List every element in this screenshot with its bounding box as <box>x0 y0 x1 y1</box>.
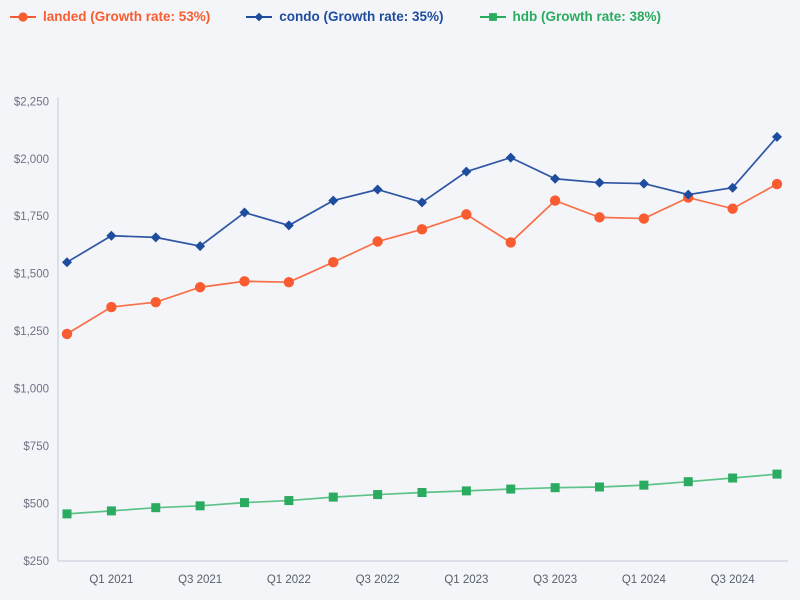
data-point-condo <box>254 12 264 21</box>
data-point-landed <box>549 195 561 206</box>
data-point-condo <box>150 232 161 243</box>
data-point-landed <box>416 224 428 235</box>
data-point-hdb <box>639 480 649 490</box>
y-axis-tick-label: $750 <box>23 441 49 453</box>
y-axis-tick-label: $2,250 <box>14 96 49 108</box>
x-axis-tick-label: Q1 2023 <box>444 574 488 586</box>
data-point-landed <box>328 256 339 268</box>
y-axis-tick-label: $1,250 <box>14 326 49 338</box>
data-point-landed <box>18 11 28 22</box>
data-point-hdb <box>550 483 560 493</box>
data-point-condo <box>239 207 250 218</box>
data-point-condo <box>195 241 206 252</box>
data-point-hdb <box>151 503 161 513</box>
y-axis-tick-label: $2,000 <box>14 154 49 166</box>
data-point-condo <box>550 173 561 184</box>
data-point-condo <box>461 166 472 177</box>
data-point-hdb <box>417 488 427 498</box>
data-point-landed <box>239 276 250 287</box>
x-axis-tick-label: Q3 2021 <box>178 574 222 586</box>
data-point-landed <box>461 209 472 220</box>
x-axis-tick-label: Q1 2024 <box>622 574 667 586</box>
data-point-condo <box>62 257 72 268</box>
data-point-landed <box>283 276 295 288</box>
data-point-hdb <box>62 509 72 519</box>
x-axis-tick-label: Q1 2021 <box>89 574 133 586</box>
data-point-condo <box>372 184 383 195</box>
data-point-hdb <box>240 498 249 508</box>
data-point-hdb <box>683 477 693 487</box>
data-point-condo <box>417 197 427 208</box>
data-point-condo <box>328 195 339 206</box>
data-point-condo <box>106 230 117 241</box>
landed-line-circle-marker-icon <box>10 11 36 23</box>
data-point-hdb <box>506 484 516 494</box>
chart-legend: landed (Growth rate: 53%) condo (Growth … <box>10 9 661 24</box>
y-axis-tick-label: $1,750 <box>14 211 49 223</box>
data-point-hdb <box>595 482 604 492</box>
data-point-hdb <box>373 490 383 500</box>
hdb-line-square-marker-icon <box>479 11 506 23</box>
data-point-condo <box>727 182 738 193</box>
y-axis-tick-label: $250 <box>23 556 49 568</box>
data-point-landed <box>106 301 117 313</box>
data-point-hdb <box>461 486 471 496</box>
data-point-hdb <box>328 492 338 502</box>
data-point-condo <box>594 177 605 188</box>
data-point-hdb <box>106 506 116 516</box>
y-axis-tick-label: $1,000 <box>14 384 49 396</box>
legend-label-landed: landed (Growth rate: 53%) <box>43 9 211 24</box>
data-point-hdb <box>488 12 497 21</box>
data-point-hdb <box>195 501 205 511</box>
data-point-condo <box>505 152 516 163</box>
data-point-landed <box>638 213 650 224</box>
x-axis-tick-label: Q3 2023 <box>533 574 577 586</box>
data-point-landed <box>727 203 738 214</box>
legend-label-condo: condo (Growth rate: 35%) <box>279 9 444 24</box>
condo-line-diamond-marker-icon <box>246 11 273 23</box>
y-axis-tick-label: $1,500 <box>14 269 49 281</box>
data-point-condo <box>638 178 649 189</box>
data-point-landed <box>61 328 73 340</box>
data-point-condo <box>772 131 782 142</box>
legend-item-condo[interactable]: condo (Growth rate: 35%) <box>246 9 444 24</box>
legend-item-hdb[interactable]: hdb (Growth rate: 38%) <box>479 9 662 24</box>
data-point-hdb <box>728 473 738 483</box>
data-point-landed <box>594 212 605 223</box>
data-point-landed <box>771 178 783 190</box>
x-axis-tick-label: Q3 2024 <box>711 574 756 586</box>
legend-item-landed[interactable]: landed (Growth rate: 53%) <box>10 9 210 24</box>
data-point-condo <box>283 220 294 231</box>
legend-label-hdb: hdb (Growth rate: 38%) <box>512 9 662 24</box>
x-axis-tick-label: Q3 2022 <box>356 574 400 586</box>
y-axis-tick-label: $500 <box>23 499 49 511</box>
data-point-landed <box>194 282 206 293</box>
data-point-landed <box>505 237 516 248</box>
data-point-condo <box>683 189 694 200</box>
data-point-hdb <box>284 496 294 506</box>
data-point-landed <box>150 296 161 308</box>
data-point-hdb <box>772 469 782 479</box>
data-point-landed <box>372 236 383 247</box>
x-axis-tick-label: Q1 2022 <box>267 574 311 586</box>
